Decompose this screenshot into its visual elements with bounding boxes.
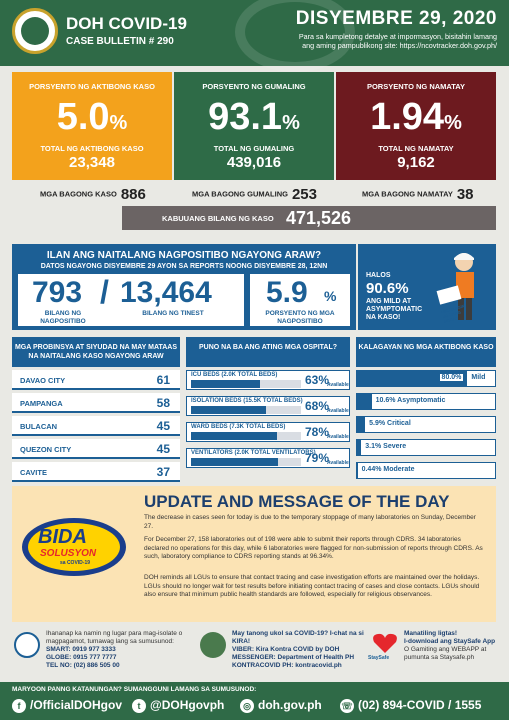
deaths-percent-label: PORSYENTO NG NAMATAY	[366, 82, 466, 91]
recovered-percent-label: PORSYENTO NG GUMALING	[202, 82, 306, 91]
active-total-label: TOTAL NG AKTIBONG KASO	[40, 144, 144, 153]
bulletin-number: CASE BULLETIN # 290	[66, 36, 174, 47]
contact-info-strip: Ihananap ka namin ng lugar para mag-isol…	[12, 628, 496, 680]
new-recovered: MGA BAGONG GUMALING 253	[192, 186, 317, 203]
province-row: QUEZON CITY 45	[12, 439, 180, 459]
staysafe-logo-text: StaySafe	[368, 655, 390, 661]
tested-label: BILANG NG TINEST	[142, 310, 204, 317]
website-note: Para sa kumpletong detalye at impormasyo…	[298, 32, 497, 50]
positive-label: BILANG NG NAGPOSITIBO	[40, 310, 86, 325]
halos-description: ANG MILD AT ASYMPTOMATIC NA KASO!	[366, 298, 423, 321]
bida-logo-subtext: SOLUSYON	[40, 548, 97, 559]
severity-row: 10.6% Asymptomatic	[356, 393, 496, 410]
total-cases-label: KABUUANG BILANG NG KASO	[162, 214, 274, 223]
hospitals-heading: PUNO NA BA ANG ATING MGA OSPITAL?	[186, 337, 350, 367]
mild-asymptomatic-panel: HALOS 90.6% ANG MILD AT ASYMPTOMATIC NA …	[358, 244, 496, 330]
severity-value: 80.0%	[439, 374, 464, 381]
bulletin-date: DISYEMBRE 29, 2020	[295, 8, 497, 29]
deaths-box: PORSYENTO NG NAMATAY 1.94% TOTAL NG NAMA…	[336, 72, 496, 180]
deaths-total: 9,162	[397, 154, 435, 171]
bida-logo-tagline: sa COVID-19	[60, 560, 91, 566]
deaths-total-label: TOTAL NG NAMATAY	[378, 144, 454, 153]
header-banner: DOH COVID-19 CASE BULLETIN # 290 DISYEMB…	[0, 0, 509, 72]
recovered-percent: 93.1%	[208, 96, 300, 138]
province-row: CAVITE 37	[12, 462, 180, 482]
province-row: BULACAN 45	[12, 416, 180, 436]
halos-label: HALOS	[366, 272, 391, 279]
province-row: DAVAO CITY 61	[12, 370, 180, 390]
globe-icon: ◎	[240, 698, 254, 713]
positivity-pct-sign: %	[324, 288, 337, 304]
positivity-label: PORSYENTO NG MGA NAGPOSITIBO	[265, 310, 335, 325]
today-positives-panel: ILAN ANG NAITALANG NAGPOSITIBO NGAYONG A…	[12, 244, 356, 330]
active-percent-label: PORSYENTO NG AKTIBONG KASO	[29, 82, 155, 91]
new-cases: MGA BAGONG KASO 886	[40, 186, 146, 203]
recovered-box: PORSYENTO NG GUMALING 93.1% TOTAL NG GUM…	[174, 72, 334, 180]
phone-icon: ☏	[340, 698, 354, 713]
bulletin-title: DOH COVID-19	[66, 14, 187, 33]
severity-row: 80.0% Mild	[356, 370, 496, 387]
recovered-total-label: TOTAL NG GUMALING	[213, 144, 295, 153]
staysafe-icon	[372, 632, 398, 654]
today-question: ILAN ANG NAITALANG NAGPOSITIBO NGAYONG A…	[46, 250, 322, 261]
footer-bar: MARYOON PANNG KATANUNGAN? SUMANGGUNI LAM…	[0, 682, 509, 720]
total-cases-bar: KABUUANG BILANG NG KASO 471,526	[122, 206, 496, 230]
update-paragraph: For December 27, 158 laboratories out of…	[144, 536, 483, 560]
hospital-capacity-row: ISOLATION BEDS (15.5K TOTAL BEDS) 68% Ava…	[186, 396, 350, 416]
active-percent: 5.0%	[56, 96, 128, 138]
active-cases-box: PORSYENTO NG AKTIBONG KASO 5.0% TOTAL NG…	[12, 72, 172, 180]
new-deaths: MGA BAGONG NAMATAY 38	[362, 186, 474, 203]
update-heading: UPDATE AND MESSAGE OF THE DAY	[144, 492, 450, 511]
virus-icon	[235, 0, 355, 72]
update-paragraph: DOH reminds all LGUs to ensure that cont…	[144, 574, 480, 598]
province-row: PAMPANGA 58	[12, 393, 180, 413]
hotline-text: Ihananap ka namin ng lugar para mag-isol…	[46, 630, 183, 669]
hospital-capacity-row: VENTILATORS (2.0K TOTAL VENTILATORS) 79%…	[186, 448, 350, 468]
positivity-rate: 5.9	[266, 276, 308, 309]
hospital-capacity-row: WARD BEDS (7.3K TOTAL BEDS) 78% Available	[186, 422, 350, 442]
today-data-note: DATOS NGAYONG DISYEMBRE 29 AYON SA REPOR…	[40, 263, 328, 270]
doh-logo	[12, 8, 58, 54]
facebook-link[interactable]: f/OfficialDOHgov	[12, 698, 122, 713]
deaths-percent: 1.94%	[370, 96, 462, 138]
severity-row: 0.44% Moderate	[356, 462, 496, 479]
twitter-link[interactable]: t @DOHgovph	[132, 698, 224, 713]
phone-hotline[interactable]: ☏ (02) 894-COVID / 1555	[340, 698, 482, 713]
positives-card: 793 / 13,464 BILANG NG NAGPOSITIBO BILAN…	[18, 274, 244, 326]
provinces-heading: MGA PROBINSYA AT SIYUDAD NA MAY MATAAS N…	[12, 337, 180, 367]
hotline-icon	[14, 632, 40, 658]
severity-name: Mild	[471, 374, 486, 381]
kira-chatbot-icon	[200, 632, 226, 658]
positive-count: 793	[32, 276, 83, 309]
staysafe-text: Manatiling ligtas! I-download ang StaySa…	[404, 630, 496, 661]
update-message-box: BIDA SOLUSYON sa COVID-19 UPDATE AND MES…	[12, 486, 496, 622]
case-severity-heading: KALAGAYAN NG MGA AKTIBONG KASO	[356, 337, 496, 367]
slash-divider: /	[100, 274, 109, 310]
tested-count: 13,464	[120, 276, 212, 309]
bida-solusyon-logo	[22, 518, 126, 576]
severity-row: 3.1% Severe	[356, 439, 496, 456]
total-cases-value: 471,526	[286, 208, 352, 228]
update-paragraph: The decrease in cases seen for today is …	[144, 514, 476, 530]
severity-row: 5.9% Critical	[356, 416, 496, 433]
facebook-icon: f	[12, 698, 26, 713]
hospital-capacity-row: ICU BEDS (2.0K TOTAL BEDS) 63% Available	[186, 370, 350, 390]
halos-percent: 90.6%	[366, 280, 409, 297]
bida-logo-text: BIDA	[38, 526, 87, 548]
health-worker-icon	[436, 253, 474, 320]
positivity-card: 5.9 % PORSYENTO NG MGA NAGPOSITIBO	[250, 274, 350, 326]
active-total: 23,348	[69, 154, 115, 171]
website-link[interactable]: ◎ doh.gov.ph	[240, 698, 322, 713]
recovered-total: 439,016	[226, 154, 282, 171]
twitter-icon: t	[132, 698, 146, 713]
footer-question: MARYOON PANNG KATANUNGAN? SUMANGGUNI LAM…	[12, 686, 257, 693]
chatbot-text: May tanong ukol sa COVID-19? I-chat na s…	[232, 630, 364, 669]
